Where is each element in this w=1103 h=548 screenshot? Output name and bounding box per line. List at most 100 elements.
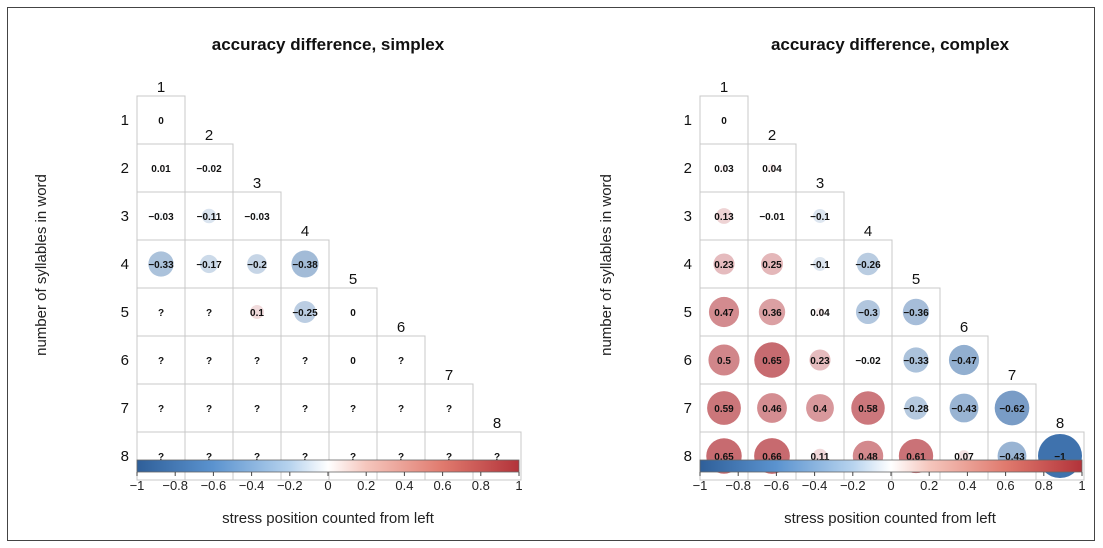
value-circle: [158, 165, 164, 171]
x-axis-label: stress position counted from left: [784, 510, 997, 527]
cell-value: −0.47: [951, 356, 977, 367]
value-circle: [806, 394, 834, 422]
colorbar-tick-label: 0.8: [472, 478, 490, 493]
column-label: 1: [157, 79, 165, 96]
colorbar-tick-label: 0.8: [1035, 478, 1053, 493]
value-circle: [247, 254, 267, 274]
column-label: 8: [1056, 415, 1064, 432]
cell-value: ?: [206, 308, 212, 319]
column-label: 2: [205, 127, 213, 144]
row-label: 5: [121, 304, 129, 321]
colorbar-tick-label: −0.8: [725, 478, 751, 493]
cell-value: −0.2: [247, 260, 267, 271]
value-circle: [958, 450, 970, 462]
column-label: 6: [960, 319, 968, 336]
column-label: 4: [301, 223, 309, 240]
value-circle: [757, 393, 787, 423]
value-circle: [813, 257, 827, 271]
value-circle: [809, 349, 831, 371]
colorbar-tick-label: 0.4: [958, 478, 976, 493]
value-circle: [758, 298, 786, 326]
matrix-cell: [280, 383, 330, 433]
cell-value: 0.04: [762, 164, 782, 175]
cell-value: −0.33: [148, 260, 174, 271]
cell-value: ?: [254, 356, 260, 367]
cell-value: 0.11: [811, 452, 830, 463]
row-label: 8: [121, 448, 129, 465]
matrix-cell: [939, 383, 989, 433]
cell-value: 0.65: [714, 452, 734, 463]
value-circle: [250, 305, 264, 319]
cell-value: ?: [206, 404, 212, 415]
colorbar-tick-label: −0.2: [277, 478, 303, 493]
colorbar-tick-label: −0.4: [239, 478, 265, 493]
value-circle: [769, 213, 775, 219]
cell-value: −0.1: [810, 260, 830, 271]
value-circle: [707, 391, 741, 425]
cell-value: 0.1: [250, 308, 264, 319]
cell-value: 0: [721, 116, 727, 127]
cell-value: −0.25: [292, 308, 318, 319]
matrix-cell: [184, 335, 234, 385]
colorbar-tick-label: 0: [324, 478, 331, 493]
value-circle: [851, 391, 885, 425]
value-circle: [904, 396, 928, 420]
colorbar-tick-label: −0.6: [201, 478, 227, 493]
cell-value: ?: [494, 452, 500, 463]
colorbar-tick-label: 0.2: [920, 478, 938, 493]
colorbar-tick-label: −0.4: [802, 478, 828, 493]
matrix-cell: [232, 335, 282, 385]
colorbar-gradient: [699, 459, 1083, 473]
cell-value: −1: [1054, 452, 1066, 463]
cell-value: 0.47: [714, 308, 734, 319]
cell-value: −0.11: [197, 212, 222, 223]
colorbar: −1 −0.8 −0.6 −0.4 −0.2 0 0.2 0.4 0.6 0.8 1: [693, 459, 1086, 493]
value-circle: [713, 253, 735, 275]
colorbar-tick-label: 0.6: [434, 478, 452, 493]
matrix-cells: 1 2 3 4 5 6 7 8 0 1 0.03 0.04 2 0.13 −0.01 −0.1 3 0.23 0.2…: [684, 79, 1085, 481]
column-label: 2: [768, 127, 776, 144]
cell-value: 0.58: [858, 404, 878, 415]
cell-value: 0.13: [714, 212, 734, 223]
cell-value: −0.02: [196, 164, 222, 175]
row-label: 6: [121, 352, 129, 369]
cell-value: ?: [350, 404, 356, 415]
row-label: 3: [121, 208, 129, 225]
matrix-cell: [376, 335, 426, 385]
value-circle: [902, 298, 930, 326]
cell-value: ?: [158, 452, 164, 463]
cell-value: 0.23: [810, 356, 830, 367]
cell-value: 0.65: [762, 356, 782, 367]
cell-value: 0: [158, 116, 164, 127]
matrix-cell: [280, 239, 330, 289]
row-label: 1: [121, 112, 129, 129]
value-circle: [948, 344, 980, 376]
value-circle: [148, 251, 174, 277]
matrix-cell: [328, 335, 378, 385]
row-label: 7: [121, 400, 129, 417]
colorbar-tick-label: −0.6: [764, 478, 790, 493]
column-label: 7: [445, 367, 453, 384]
cell-value: ?: [446, 404, 452, 415]
row-label: 7: [684, 400, 692, 417]
matrix-cell: [136, 383, 186, 433]
cell-value: 0.36: [762, 308, 782, 319]
colorbar-tick-label: 1: [1078, 478, 1085, 493]
cell-value: −0.03: [244, 212, 270, 223]
cell-value: 0.03: [714, 164, 734, 175]
value-circle: [994, 390, 1030, 426]
cell-value: 0.25: [762, 260, 782, 271]
cell-value: ?: [398, 356, 404, 367]
column-label: 1: [720, 79, 728, 96]
column-label: 3: [816, 175, 824, 192]
y-axis-label: number of syllables in word: [33, 174, 50, 356]
cell-value: −0.62: [999, 404, 1025, 415]
column-label: 7: [1008, 367, 1016, 384]
colorbar-tick-label: −1: [130, 478, 145, 493]
cell-value: −0.01: [759, 212, 785, 223]
cell-value: 0: [350, 308, 356, 319]
colorbar-tick-label: 0.4: [395, 478, 413, 493]
cell-value: ?: [446, 452, 452, 463]
chart-title: accuracy difference, simplex: [212, 35, 445, 54]
